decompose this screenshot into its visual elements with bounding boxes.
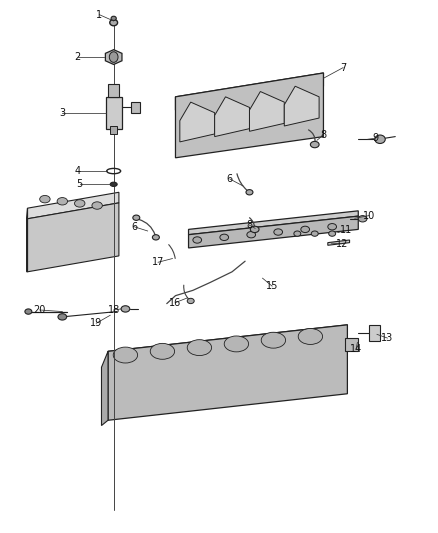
Polygon shape xyxy=(106,50,122,64)
Ellipse shape xyxy=(358,216,367,222)
Polygon shape xyxy=(215,97,250,136)
Ellipse shape xyxy=(247,231,255,238)
Ellipse shape xyxy=(25,309,32,314)
Polygon shape xyxy=(108,325,347,420)
Text: 2: 2 xyxy=(74,52,81,62)
Ellipse shape xyxy=(193,237,201,243)
Ellipse shape xyxy=(40,196,50,203)
Ellipse shape xyxy=(121,306,130,312)
Ellipse shape xyxy=(220,234,229,240)
Ellipse shape xyxy=(57,198,67,205)
Ellipse shape xyxy=(261,332,286,348)
Text: 13: 13 xyxy=(381,333,394,343)
Polygon shape xyxy=(250,92,284,131)
Text: 20: 20 xyxy=(33,305,46,315)
Text: 8: 8 xyxy=(247,220,253,230)
Polygon shape xyxy=(328,240,350,245)
Text: 19: 19 xyxy=(90,318,102,328)
Bar xyxy=(345,338,358,351)
Ellipse shape xyxy=(133,215,140,220)
Text: 8: 8 xyxy=(320,130,326,140)
Polygon shape xyxy=(27,208,28,272)
Ellipse shape xyxy=(251,226,259,232)
Ellipse shape xyxy=(274,229,283,235)
Polygon shape xyxy=(28,192,119,219)
Text: 9: 9 xyxy=(373,133,379,143)
Bar xyxy=(131,102,140,113)
Ellipse shape xyxy=(110,182,117,187)
Ellipse shape xyxy=(301,226,310,232)
Text: 14: 14 xyxy=(350,344,362,354)
Circle shape xyxy=(110,52,118,62)
Ellipse shape xyxy=(150,343,175,359)
Ellipse shape xyxy=(246,190,253,195)
Ellipse shape xyxy=(298,328,322,344)
Text: 16: 16 xyxy=(170,297,182,308)
Polygon shape xyxy=(188,211,358,235)
Text: 7: 7 xyxy=(340,63,346,72)
Ellipse shape xyxy=(294,231,301,236)
Ellipse shape xyxy=(58,314,67,320)
Polygon shape xyxy=(176,73,323,158)
Bar xyxy=(110,126,117,134)
Text: 18: 18 xyxy=(108,305,120,315)
Text: 15: 15 xyxy=(266,281,278,291)
Ellipse shape xyxy=(187,298,194,304)
Ellipse shape xyxy=(187,340,212,356)
Ellipse shape xyxy=(110,19,117,26)
Text: 10: 10 xyxy=(363,211,375,221)
Text: 6: 6 xyxy=(131,222,137,232)
Bar xyxy=(106,97,121,128)
Ellipse shape xyxy=(328,231,336,236)
Ellipse shape xyxy=(152,235,159,240)
Text: 11: 11 xyxy=(340,225,352,236)
Ellipse shape xyxy=(375,135,385,143)
Polygon shape xyxy=(188,216,358,248)
Ellipse shape xyxy=(113,347,138,363)
Text: 12: 12 xyxy=(336,239,348,249)
Ellipse shape xyxy=(224,336,249,352)
Bar xyxy=(109,84,119,97)
Text: 1: 1 xyxy=(96,10,102,20)
Bar xyxy=(369,325,380,341)
Text: 3: 3 xyxy=(59,108,65,118)
Text: 5: 5 xyxy=(77,179,83,189)
Ellipse shape xyxy=(311,231,318,236)
Ellipse shape xyxy=(111,16,116,20)
Ellipse shape xyxy=(311,141,319,148)
Polygon shape xyxy=(28,203,119,272)
Polygon shape xyxy=(102,351,108,425)
Polygon shape xyxy=(284,86,319,126)
Text: 6: 6 xyxy=(227,174,233,184)
Ellipse shape xyxy=(74,200,85,207)
Text: 17: 17 xyxy=(152,257,164,267)
Ellipse shape xyxy=(328,223,336,230)
Polygon shape xyxy=(176,73,323,110)
Polygon shape xyxy=(108,325,347,362)
Text: 4: 4 xyxy=(74,166,81,176)
Polygon shape xyxy=(180,102,215,142)
Ellipse shape xyxy=(92,202,102,209)
